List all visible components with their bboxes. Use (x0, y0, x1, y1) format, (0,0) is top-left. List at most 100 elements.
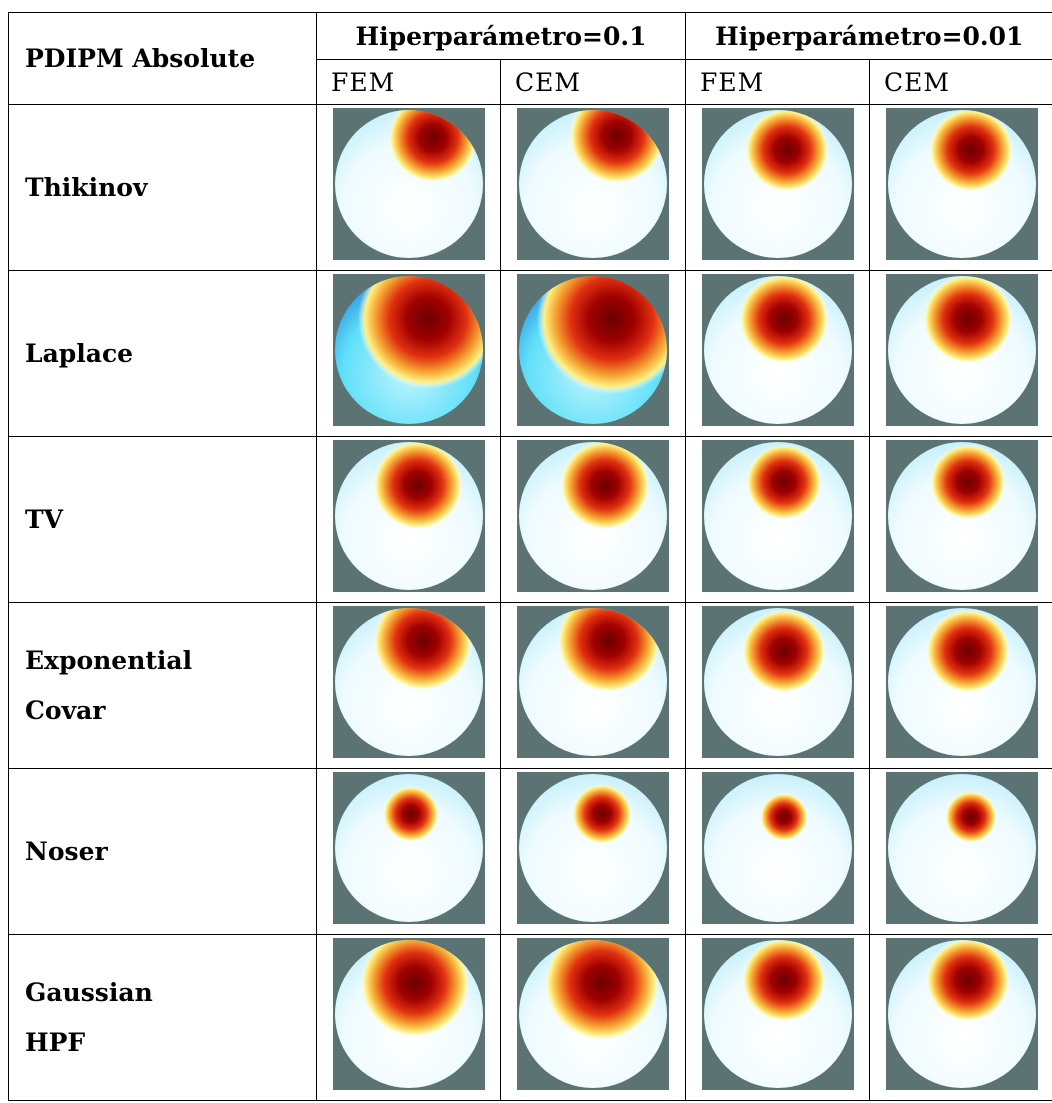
image-blob (888, 442, 1037, 590)
reconstruction-image (517, 938, 669, 1090)
reconstruction-image (886, 772, 1039, 924)
image-cell (316, 602, 501, 769)
group-header: Hiperparámetro=0.01 (685, 12, 1052, 60)
subheader: FEM (685, 59, 871, 105)
reconstruction-image (886, 606, 1039, 758)
row-label: TV (8, 436, 317, 603)
image-blob (704, 442, 853, 590)
table-row: TV (8, 436, 1052, 603)
reconstruction-image (886, 274, 1039, 426)
image-blob (335, 608, 483, 756)
image-cell (869, 104, 1052, 271)
row-label-line: TV (25, 504, 64, 534)
row-label: Gaussian HPF (8, 934, 317, 1101)
image-cell (869, 602, 1052, 769)
image-blob (335, 276, 483, 424)
reconstruction-image (702, 108, 855, 260)
reconstruction-image (517, 772, 669, 924)
image-cell (316, 270, 501, 437)
table-row: Thikinov (8, 104, 1052, 271)
image-blob (335, 442, 483, 590)
image-blob (888, 774, 1037, 922)
row-label: Exponential Covar (8, 602, 317, 769)
subheader: CEM (869, 59, 1052, 105)
image-cell (499, 768, 687, 935)
reconstruction-image (702, 606, 855, 758)
reconstruction-image (333, 440, 485, 592)
reconstruction-image (333, 108, 485, 260)
row-label-line: Exponential (25, 645, 193, 675)
image-blob (519, 276, 667, 424)
image-cell (685, 602, 871, 769)
reconstruction-image (333, 606, 485, 758)
image-cell (869, 436, 1052, 603)
reconstruction-image (702, 938, 855, 1090)
image-cell (316, 436, 501, 603)
row-label-line: HPF (25, 1027, 86, 1057)
table-row: Gaussian HPF (8, 934, 1052, 1101)
image-cell (869, 270, 1052, 437)
image-blob (888, 940, 1037, 1088)
image-blob (888, 110, 1037, 258)
reconstruction-image (333, 938, 485, 1090)
row-label-line: Covar (25, 695, 106, 725)
image-blob (704, 608, 853, 756)
image-cell (685, 436, 871, 603)
reconstruction-image (517, 108, 669, 260)
reconstruction-image (333, 772, 485, 924)
table-body: Thikinov (8, 104, 1052, 1101)
image-cell (499, 436, 687, 603)
image-cell (499, 934, 687, 1101)
image-cell (316, 768, 501, 935)
reconstruction-image (886, 440, 1039, 592)
image-cell (869, 934, 1052, 1101)
reconstruction-image (886, 938, 1039, 1090)
image-blob (704, 774, 853, 922)
image-blob (519, 442, 667, 590)
image-cell (869, 768, 1052, 935)
row-label-line: Noser (25, 836, 108, 866)
image-blob (519, 774, 667, 922)
reconstruction-image (886, 108, 1039, 260)
row-label: Laplace (8, 270, 317, 437)
row-label: Thikinov (8, 104, 317, 271)
image-cell (685, 768, 871, 935)
image-cell (316, 104, 501, 271)
results-table: PDIPM Absolute Hiperparámetro=0.1 Hiperp… (8, 12, 1052, 1101)
reconstruction-image (517, 606, 669, 758)
reconstruction-image (517, 440, 669, 592)
image-blob (519, 608, 667, 756)
image-blob (335, 774, 483, 922)
subheader: CEM (499, 59, 687, 105)
row-label-line: Gaussian (25, 977, 153, 1007)
row-label-line: Thikinov (25, 172, 148, 202)
image-blob (704, 276, 853, 424)
corner-header: PDIPM Absolute (8, 12, 317, 105)
reconstruction-image (702, 772, 855, 924)
reconstruction-image (702, 274, 855, 426)
image-blob (519, 110, 667, 258)
image-blob (519, 940, 667, 1088)
image-cell (499, 602, 687, 769)
image-cell (685, 270, 871, 437)
reconstruction-image (702, 440, 855, 592)
group-header: Hiperparámetro=0.1 (315, 12, 687, 60)
image-blob (704, 940, 853, 1088)
image-cell (685, 934, 871, 1101)
table-row: Noser (8, 768, 1052, 935)
image-cell (685, 104, 871, 271)
image-blob (888, 276, 1037, 424)
image-blob (335, 110, 483, 258)
subheader: FEM (316, 59, 501, 105)
image-blob (704, 110, 853, 258)
row-label-line: Laplace (25, 338, 134, 368)
image-cell (499, 104, 687, 271)
reconstruction-image (517, 274, 669, 426)
image-cell (316, 934, 501, 1101)
reconstruction-image (333, 274, 485, 426)
table-row: Exponential Covar (8, 602, 1052, 769)
image-cell (499, 270, 687, 437)
table-row: Laplace (8, 270, 1052, 437)
row-label: Noser (8, 768, 317, 935)
